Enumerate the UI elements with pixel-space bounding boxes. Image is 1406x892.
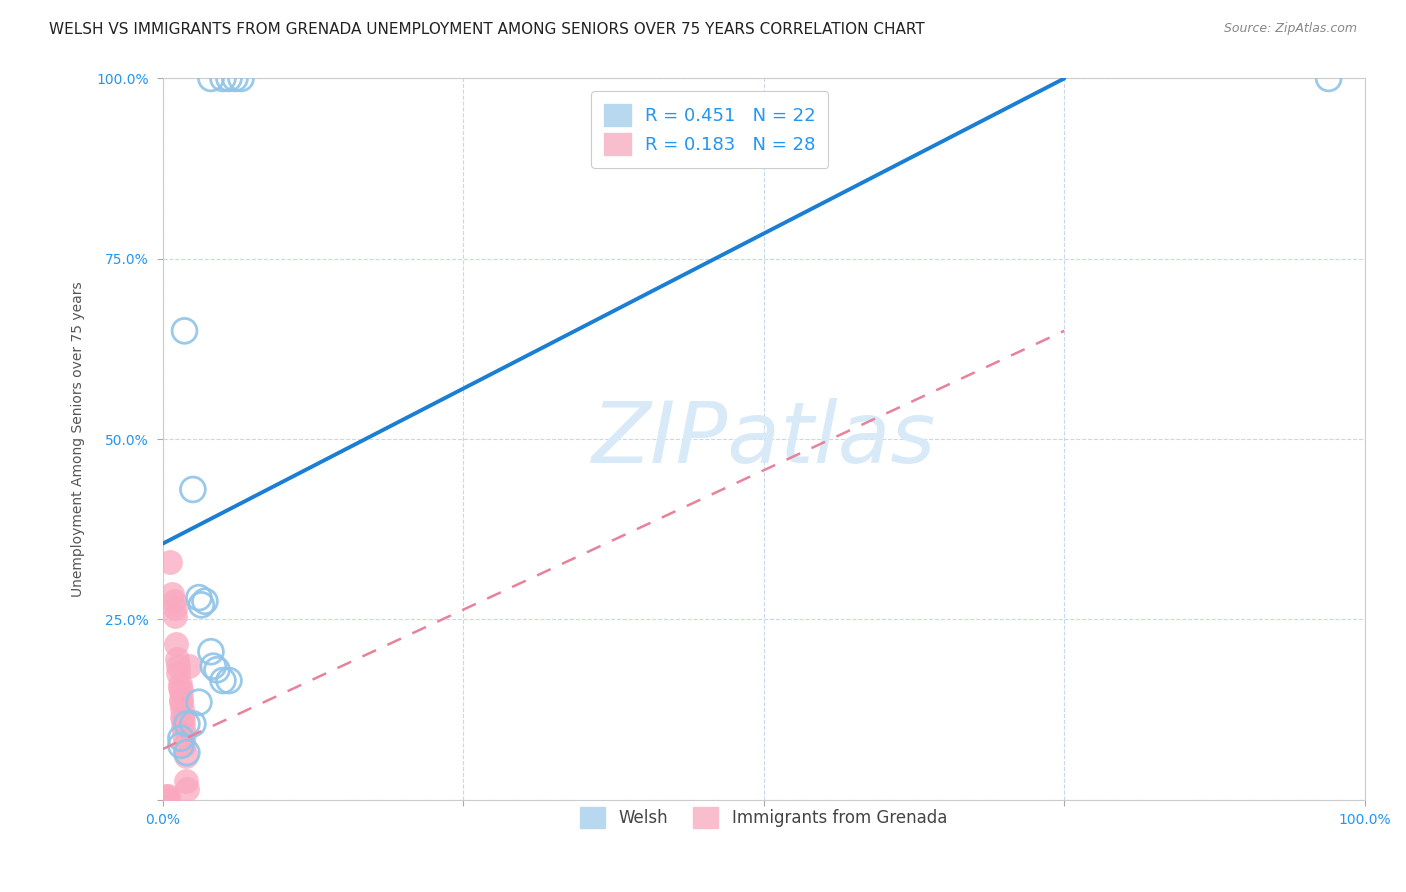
Point [200,71,222,86]
Point [174,774,197,789]
Point [170,739,193,753]
Point [176,746,198,760]
Point [229,71,252,86]
Point [172,702,194,716]
Point [169,677,191,691]
Point [155,789,177,803]
Point [181,483,204,497]
Point [181,716,204,731]
Point [200,645,222,659]
Point [174,749,197,764]
Point [166,652,188,666]
Point [163,608,186,623]
Point [218,673,240,688]
Point [218,71,240,86]
Point [170,695,193,709]
Point [170,731,193,746]
Legend: Welsh, Immigrants from Grenada: Welsh, Immigrants from Grenada [574,801,953,834]
Point [159,555,181,569]
Point [194,594,217,608]
Text: WELSH VS IMMIGRANTS FROM GRENADA UNEMPLOYMENT AMONG SENIORS OVER 75 YEARS CORREL: WELSH VS IMMIGRANTS FROM GRENADA UNEMPLO… [49,22,925,37]
Point [190,598,212,612]
Point [172,713,194,727]
Text: Source: ZipAtlas.com: Source: ZipAtlas.com [1223,22,1357,36]
Point [172,720,194,734]
Point [212,71,235,86]
Point [170,691,193,706]
Point [212,673,235,688]
Point [162,587,184,601]
Point [163,601,186,615]
Point [179,659,201,673]
Point [173,728,195,742]
Point [165,638,187,652]
Point [169,681,191,695]
Point [187,695,209,709]
Text: ZIPatlas: ZIPatlas [592,398,936,481]
Point [176,716,198,731]
Point [167,659,190,673]
Point [156,792,179,806]
Point [224,71,246,86]
Point [155,792,177,806]
Point [176,781,198,796]
Point [173,324,195,338]
Point [156,789,179,803]
Point [163,594,186,608]
Point [1317,71,1340,86]
Point [173,739,195,753]
Y-axis label: Unemployment Among Seniors over 75 years: Unemployment Among Seniors over 75 years [72,281,86,597]
Point [205,663,228,677]
Point [187,591,209,605]
Point [167,666,190,681]
Point [202,659,225,673]
Point [170,684,193,698]
Point [172,709,194,723]
